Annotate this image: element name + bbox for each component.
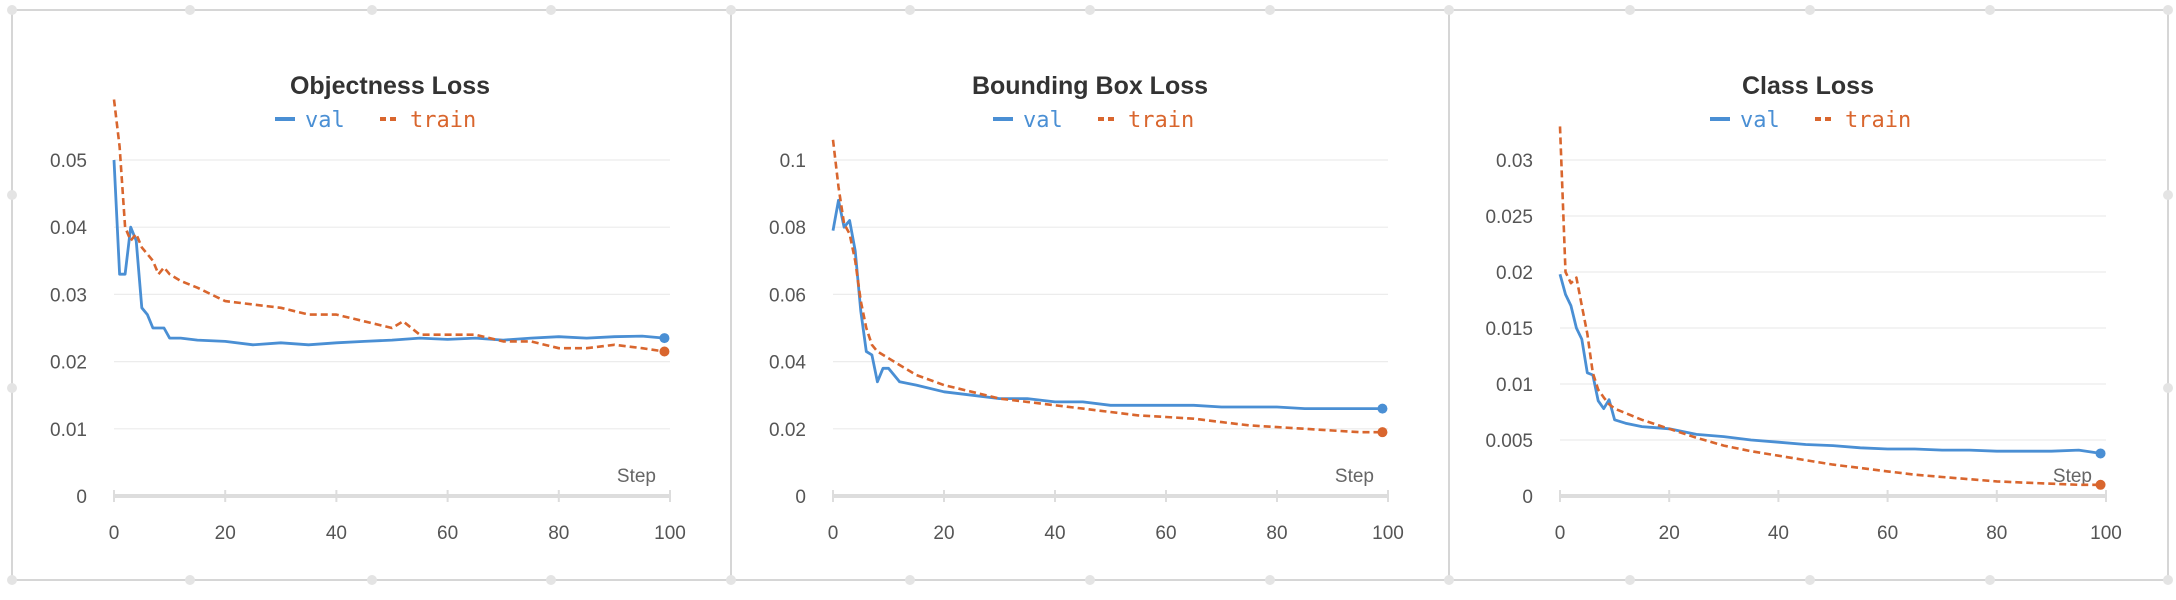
y-tick-label: 0.005 bbox=[1485, 431, 1533, 452]
x-tick-label: 100 bbox=[2090, 523, 2122, 544]
legend-label-train[interactable]: train bbox=[410, 108, 476, 133]
x-tick-label: 100 bbox=[1372, 523, 1404, 544]
x-tick-label: 40 bbox=[326, 523, 347, 544]
series-endpoint-train bbox=[659, 346, 670, 357]
y-tick-label: 0 bbox=[795, 487, 806, 508]
y-tick-label: 0.05 bbox=[50, 151, 87, 172]
y-tick-label: 0.015 bbox=[1485, 319, 1533, 340]
y-tick-label: 0.04 bbox=[769, 353, 806, 374]
series-endpoint-val bbox=[2095, 448, 2106, 459]
legend-label-val[interactable]: val bbox=[1740, 108, 1780, 133]
y-tick-label: 0.02 bbox=[50, 353, 87, 374]
y-tick-label: 0.06 bbox=[769, 285, 806, 306]
y-tick-label: 0 bbox=[76, 487, 87, 508]
legend-label-val[interactable]: val bbox=[1023, 108, 1063, 133]
y-tick-label: 0.02 bbox=[769, 420, 806, 441]
legend-label-train[interactable]: train bbox=[1845, 108, 1911, 133]
x-tick-label: 20 bbox=[215, 523, 236, 544]
x-tick-label: 60 bbox=[1877, 523, 1898, 544]
x-axis-title: Step bbox=[1335, 466, 1374, 487]
series-line-train bbox=[1558, 126, 2101, 487]
chart-panel-2: Bounding Box Loss val train 0 0.02 0.04 0.06 0.… bbox=[769, 72, 1404, 544]
y-tick-label: 0.02 bbox=[1496, 263, 1533, 284]
series-line-val bbox=[1558, 273, 2101, 455]
x-tick-label: 0 bbox=[828, 523, 839, 544]
series-line-val bbox=[831, 198, 1383, 411]
series-line-train bbox=[112, 99, 665, 353]
x-tick-label: 60 bbox=[1155, 523, 1176, 544]
chart-title: Class Loss bbox=[1742, 72, 1874, 100]
series-endpoint-train bbox=[2095, 479, 2106, 490]
series-line-train bbox=[831, 139, 1383, 434]
x-tick-label: 40 bbox=[1768, 523, 1789, 544]
y-tick-label: 0.04 bbox=[50, 218, 87, 239]
y-tick-label: 0.08 bbox=[769, 218, 806, 239]
y-tick-label: 0.03 bbox=[50, 285, 87, 306]
x-tick-label: 80 bbox=[1266, 523, 1287, 544]
series-endpoint-train bbox=[1377, 427, 1388, 438]
series-endpoint-val bbox=[1377, 403, 1388, 414]
x-axis-title: Step bbox=[2053, 466, 2092, 487]
resize-handles[interactable] bbox=[7, 5, 2173, 585]
x-tick-label: 100 bbox=[654, 523, 686, 544]
x-tick-label: 20 bbox=[1659, 523, 1680, 544]
y-tick-label: 0.025 bbox=[1485, 207, 1533, 228]
chart-panel-1: Objectness Loss val train 0 0.01 0.02 0.03 0.04… bbox=[50, 72, 686, 544]
chart-panel-3: Class Loss val train 0 0.005 0.01 0.015 0.02 0.0… bbox=[1485, 72, 2121, 544]
y-tick-label: 0.01 bbox=[50, 420, 87, 441]
y-tick-label: 0.1 bbox=[780, 151, 806, 172]
chart-title: Bounding Box Loss bbox=[972, 72, 1208, 100]
series-endpoint-val bbox=[659, 333, 670, 344]
x-axis-title: Step bbox=[617, 466, 656, 487]
x-tick-label: 80 bbox=[1986, 523, 2007, 544]
y-tick-label: 0 bbox=[1522, 487, 1533, 508]
legend-label-train[interactable]: train bbox=[1128, 108, 1194, 133]
chart-title: Objectness Loss bbox=[290, 72, 490, 100]
y-tick-label: 0.01 bbox=[1496, 375, 1533, 396]
x-tick-label: 0 bbox=[1555, 523, 1566, 544]
x-tick-label: 0 bbox=[109, 523, 120, 544]
x-tick-label: 80 bbox=[548, 523, 569, 544]
x-tick-label: 40 bbox=[1044, 523, 1065, 544]
y-tick-label: 0.03 bbox=[1496, 151, 1533, 172]
series-line-val bbox=[112, 159, 665, 347]
x-tick-label: 20 bbox=[933, 523, 954, 544]
x-tick-label: 60 bbox=[437, 523, 458, 544]
legend-label-val[interactable]: val bbox=[305, 108, 345, 133]
